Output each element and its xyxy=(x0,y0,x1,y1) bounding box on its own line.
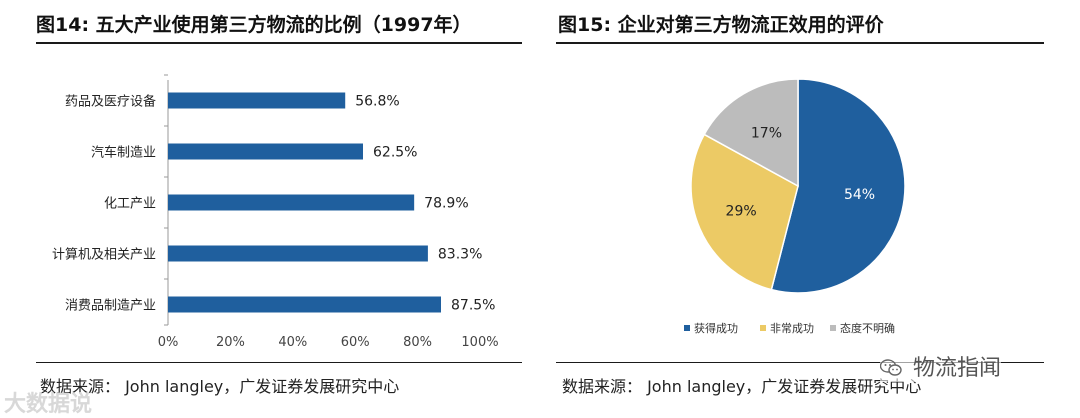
figure-15-panel: 图15: 企业对第三方物流正效用的评价 54% 29% 17% 获得成功 非常成功 态度不… xyxy=(550,0,1080,416)
title-rule xyxy=(36,42,522,44)
legend-swatch xyxy=(684,325,690,331)
figure-14-title: 图14: 五大产业使用第三方物流的比例（1997年） xyxy=(36,14,472,36)
bar xyxy=(168,194,415,211)
legend-swatch xyxy=(830,325,836,331)
category-label: 消费品制造产业 xyxy=(65,299,156,314)
pie-chart: 54% 29% 17% 获得成功 非常成功 态度不明确 xyxy=(684,78,906,335)
value-label: 56.8% xyxy=(355,94,399,110)
watermark-left: 大数据说 xyxy=(4,386,92,418)
x-tick-label: 100% xyxy=(461,335,498,350)
slice-value-label: 29% xyxy=(726,204,757,220)
source-rule xyxy=(36,362,522,363)
figure-14-panel: 图14: 五大产业使用第三方物流的比例（1997年） 药品及医疗设备 56.8% 汽… xyxy=(0,0,530,416)
pie-slice xyxy=(770,78,906,294)
value-label: 78.9% xyxy=(424,196,468,212)
bar xyxy=(168,296,441,313)
pie-slice xyxy=(690,133,799,291)
figure-15-title: 图15: 企业对第三方物流正效用的评价 xyxy=(558,14,884,36)
pie-slice xyxy=(703,78,799,188)
category-label: 计算机及相关产业 xyxy=(52,248,156,263)
title-rule xyxy=(556,42,1044,44)
legend-label: 获得成功 xyxy=(694,322,738,335)
bar-chart: 药品及医疗设备 56.8% 汽车制造业 62.5% 化工产业 78.9% 计算机及相关产业 8… xyxy=(52,74,499,350)
wechat-icon xyxy=(880,359,902,376)
slice-value-label: 54% xyxy=(844,187,875,203)
bar xyxy=(168,245,428,262)
slice-value-label: 17% xyxy=(751,126,782,142)
x-tick-label: 20% xyxy=(216,335,245,350)
x-tick-label: 60% xyxy=(341,335,370,350)
x-tick-label: 0% xyxy=(158,335,179,350)
category-label: 化工产业 xyxy=(104,197,156,212)
value-label: 87.5% xyxy=(451,298,495,314)
figure-14-source: 数据来源： John langley，广发证券发展研究中心 xyxy=(40,377,400,396)
legend-label: 态度不明确 xyxy=(840,321,895,335)
category-label: 药品及医疗设备 xyxy=(65,94,156,110)
source-rule xyxy=(556,362,1044,363)
watermark-right-text: 物流指闻 xyxy=(913,356,1002,381)
bar xyxy=(168,92,346,109)
value-label: 83.3% xyxy=(438,247,482,263)
watermark-left-text: 大数据说 xyxy=(4,392,93,417)
x-tick-label: 40% xyxy=(278,335,307,350)
bar xyxy=(168,143,363,160)
category-label: 汽车制造业 xyxy=(91,145,156,161)
watermark-right: 物流指闻 xyxy=(880,350,1002,382)
x-tick-label: 80% xyxy=(403,335,432,350)
figure-15-source: 数据来源： John langley，广发证券发展研究中心 xyxy=(562,377,922,396)
value-label: 62.5% xyxy=(373,145,417,161)
legend-swatch xyxy=(760,325,766,331)
legend-label: 非常成功 xyxy=(770,322,814,335)
